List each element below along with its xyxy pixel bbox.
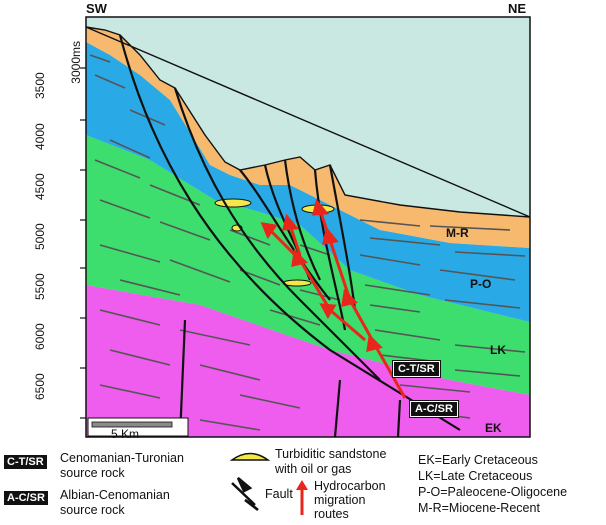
- legend-sandstone-text: Turbiditic sandstone with oil or gas: [275, 447, 386, 477]
- legend-ct-badge: C-T/SR: [4, 455, 47, 469]
- section-frame: [85, 16, 531, 438]
- depth-6500: 6500: [33, 373, 47, 400]
- legend-ct-line1: Cenomanian-Turonian: [60, 451, 184, 465]
- legend-ac-line2: source rock: [60, 503, 125, 517]
- depth-5500: 5500: [33, 273, 47, 300]
- legend-fault-text: Fault: [265, 487, 293, 501]
- legend-ek: EK=Early Cretaceous: [418, 453, 538, 467]
- legend-migration-icon: [296, 480, 308, 515]
- legend-sandstone-icon: [229, 452, 271, 461]
- legend-lk: LK=Late Cretaceous: [418, 469, 533, 483]
- legend-po: P-O=Paleocene-Oligocene: [418, 485, 568, 499]
- depth-3500: 3500: [33, 72, 47, 99]
- ne-label: NE: [508, 1, 527, 16]
- legend-hc-line2: migration: [314, 493, 366, 507]
- layer-label-ek: EK: [485, 421, 502, 435]
- legend-ac-badge: A-C/SR: [4, 491, 48, 505]
- layer-lk: [86, 135, 530, 395]
- layer-label-mr: M-R: [446, 226, 469, 240]
- migration-routes: [260, 198, 407, 399]
- layer-mr: [86, 27, 530, 248]
- legend-ac-text: Albian-Cenomanian source rock: [60, 488, 170, 518]
- depth-axis: [80, 67, 86, 419]
- depth-6000: 6000: [33, 323, 47, 350]
- legend-ct-text: Cenomanian-Turonian source rock: [60, 451, 184, 481]
- legend-fault-icon: [231, 477, 259, 511]
- legend-abbreviations: EK=Early Cretaceous LK=Late Cretaceous P…: [418, 452, 567, 516]
- depth-5000: 5000: [33, 223, 47, 250]
- depth-4000: 4000: [33, 123, 47, 150]
- scale-bar-label: 5 Km: [111, 427, 140, 441]
- badge-ct-sr: C-T/SR: [392, 360, 441, 378]
- badge-ac-sr: A-C/SR: [409, 400, 459, 418]
- legend-mr: M-R=Miocene-Recent: [418, 501, 540, 515]
- legend-sand-line2: with oil or gas: [275, 462, 352, 476]
- depth-4500: 4500: [33, 173, 47, 200]
- legend-sand-line1: Turbiditic sandstone: [275, 447, 387, 461]
- layer-label-lk: LK: [490, 343, 506, 357]
- scale-bar: [87, 417, 189, 437]
- legend-hc-line3: routes: [314, 507, 349, 521]
- legend-hc-line1: Hydrocarbon: [314, 479, 386, 493]
- layer-ek: [86, 285, 530, 437]
- legend-ct-line2: source rock: [60, 466, 125, 480]
- layer-label-po: P-O: [470, 277, 492, 291]
- depth-3000: 3000ms: [69, 41, 83, 84]
- layer-po: [86, 42, 530, 322]
- stratal-lines: [89, 54, 526, 431]
- sw-label: SW: [86, 1, 107, 16]
- legend-ac-line1: Albian-Cenomanian: [60, 488, 170, 502]
- legend-migration-text: Hydrocarbon migration routes: [314, 479, 386, 521]
